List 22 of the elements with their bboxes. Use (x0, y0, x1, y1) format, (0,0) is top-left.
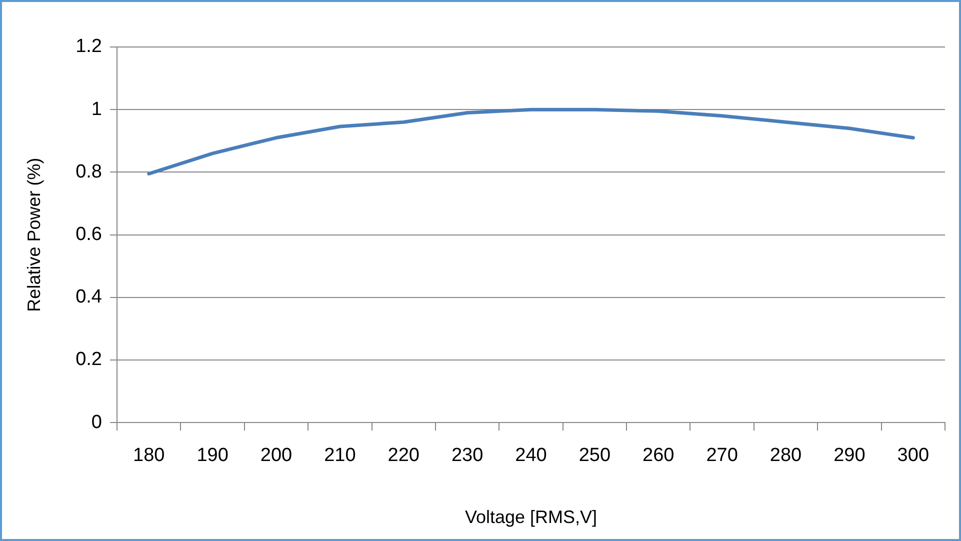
x-tick-label: 250 (578, 445, 611, 466)
x-tick-label: 190 (196, 445, 228, 466)
x-tick-label: 220 (388, 445, 420, 466)
y-tick-label: 0.4 (76, 286, 102, 308)
x-tick-label: 180 (133, 445, 165, 466)
x-tick-label: 210 (324, 445, 356, 466)
y-tick-label: 1.2 (76, 36, 102, 58)
y-tick-label: 0.8 (76, 161, 102, 182)
y-tick-label: 0 (91, 412, 102, 433)
x-axis-title: Voltage [RMS,V] (464, 507, 598, 528)
x-tick-label: 200 (260, 445, 292, 466)
x-tick-label: 270 (706, 445, 738, 466)
x-tick-label: 280 (770, 445, 802, 466)
y-tick-label: 1 (91, 98, 102, 120)
x-tick-label: 260 (642, 445, 674, 466)
x-tick-label: 230 (451, 445, 484, 466)
x-tick-label: 240 (515, 445, 547, 466)
y-tick-label: 0.6 (76, 224, 102, 246)
y-tick-label: 0.2 (76, 349, 102, 370)
x-tick-label: 300 (897, 445, 930, 466)
y-axis-title: Relative Power (%) (24, 158, 44, 312)
x-tick-label: 290 (834, 445, 866, 466)
